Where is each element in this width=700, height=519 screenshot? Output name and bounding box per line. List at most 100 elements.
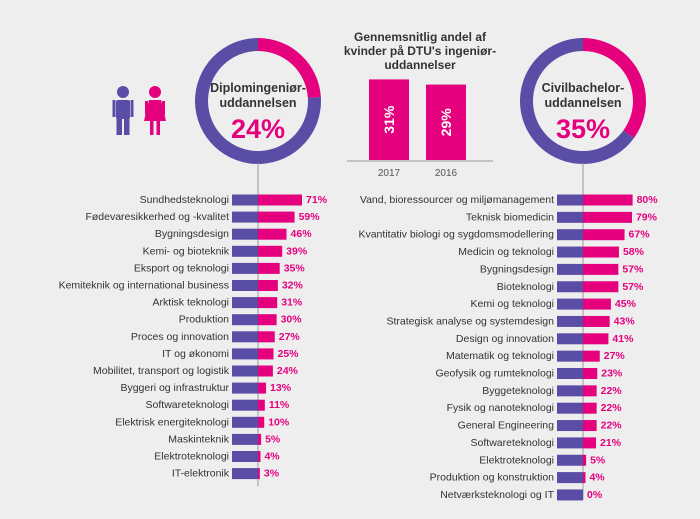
diplom-value-label: 4% bbox=[264, 451, 280, 463]
civil-bar-women bbox=[583, 263, 619, 275]
civil-value-label: 22% bbox=[601, 385, 623, 397]
diplom-bar-women bbox=[258, 331, 275, 343]
diplom-bar-men bbox=[232, 228, 258, 240]
civil-bar-women bbox=[583, 420, 597, 432]
icon-body bbox=[144, 100, 166, 121]
diplom-category-label: Elektroteknologi bbox=[154, 451, 229, 463]
center-bar-value: 31% bbox=[381, 105, 397, 134]
diplom-category-label: Byggeri og infrastruktur bbox=[120, 382, 229, 394]
diplom-category-label: Fødevaresikkerhed og -kvalitet bbox=[85, 211, 229, 223]
diplom-category-label: Kemiteknik og international business bbox=[59, 280, 229, 292]
civil-bar-men bbox=[557, 281, 583, 293]
diplom-bar-women bbox=[258, 194, 303, 206]
civil-value-label: 45% bbox=[615, 298, 637, 310]
diplom-bar-men bbox=[232, 245, 258, 257]
donut-diplom-slice-women bbox=[258, 38, 321, 98]
civil-category-label: Vand, bioressourcer og miljømanagement bbox=[360, 194, 554, 206]
diplom-bar-men bbox=[232, 211, 258, 223]
donut-civil-slice-women bbox=[583, 38, 647, 139]
civil-bar-men bbox=[557, 385, 583, 397]
civil-bar-women bbox=[583, 472, 586, 484]
civil-bar-men bbox=[557, 211, 583, 223]
civil-value-label: 67% bbox=[629, 229, 651, 241]
diplom-value-label: 39% bbox=[286, 245, 308, 257]
civil-bar-women bbox=[583, 454, 587, 466]
civil-bar-men bbox=[557, 263, 583, 275]
civil-bar-men bbox=[557, 298, 583, 310]
diplom-bar-women bbox=[258, 228, 287, 240]
civil-value-label: 21% bbox=[600, 437, 622, 449]
diplom-bar-women bbox=[258, 211, 295, 223]
center-bar-2017 bbox=[369, 79, 409, 160]
civil-bar-women bbox=[583, 402, 597, 414]
diplom-bar-women bbox=[258, 365, 273, 377]
icon-arm bbox=[112, 100, 116, 117]
civil-bar-women bbox=[583, 368, 598, 379]
diplom-category-label: Arktisk teknologi bbox=[153, 297, 229, 309]
diplom-bar-men bbox=[232, 433, 258, 445]
civil-category-label: Elektroteknologi bbox=[479, 454, 554, 466]
icon-head bbox=[149, 86, 161, 98]
civil-bar-men bbox=[557, 229, 583, 241]
icon-arm bbox=[162, 101, 165, 115]
donut-diplom-value: 24% bbox=[231, 114, 285, 144]
diplom-bar-men bbox=[232, 314, 258, 326]
diplom-bar-women bbox=[258, 399, 265, 411]
civil-category-label: Strategisk analyse og systemdesign bbox=[386, 315, 554, 327]
diplom-value-label: 24% bbox=[277, 365, 299, 377]
diplom-category-label: IT-elektronik bbox=[172, 468, 230, 480]
diplom-category-label: Mobilitet, transport og logistik bbox=[93, 365, 230, 377]
civil-bar-men bbox=[557, 333, 583, 345]
diplom-value-label: 11% bbox=[269, 399, 290, 411]
civil-category-label: Kvantitativ biologi og sygdomsmodellerin… bbox=[358, 229, 554, 241]
diplom-bar-men bbox=[232, 451, 258, 462]
diplom-category-label: Kemi- og bioteknik bbox=[143, 245, 230, 257]
diplom-bar-women bbox=[258, 451, 261, 462]
civil-bar-men bbox=[557, 420, 583, 432]
diplom-bar-men bbox=[232, 331, 258, 343]
diplom-value-label: 13% bbox=[270, 382, 292, 394]
diplom-category-label: Produktion bbox=[179, 314, 229, 326]
donut-diplom bbox=[195, 38, 321, 164]
donut-civil-value: 35% bbox=[556, 114, 610, 144]
donut-civil-label-1: Civilbachelor- bbox=[542, 81, 625, 95]
civil-bar-men bbox=[557, 315, 583, 327]
civil-category-label: Softwareteknologi bbox=[471, 437, 554, 449]
civil-value-label: 4% bbox=[589, 472, 605, 484]
diplom-bar-men bbox=[232, 280, 258, 291]
civil-value-label: 57% bbox=[622, 263, 644, 275]
civil-value-label: 27% bbox=[604, 350, 626, 362]
civil-category-label: Bygningsdesign bbox=[480, 263, 554, 275]
civil-bar-men bbox=[557, 402, 583, 414]
civil-bar-women bbox=[583, 211, 632, 223]
civil-bar-women bbox=[583, 194, 633, 206]
icon-leg bbox=[116, 118, 122, 135]
diplom-value-label: 3% bbox=[264, 468, 280, 480]
civil-value-label: 23% bbox=[601, 368, 623, 380]
civil-bar-men bbox=[557, 246, 583, 258]
diplom-category-label: IT og økonomi bbox=[162, 348, 229, 360]
diplom-bar-men bbox=[232, 262, 258, 274]
icon-head bbox=[117, 86, 129, 98]
diplom-bar-men bbox=[232, 365, 258, 377]
diplom-bar-men bbox=[232, 194, 258, 206]
diplom-bar-women bbox=[258, 382, 267, 394]
civil-category-label: Byggeteknologi bbox=[482, 385, 554, 397]
center-bar-value: 29% bbox=[438, 108, 454, 137]
diplom-value-label: 31% bbox=[281, 297, 303, 309]
diplom-category-label: Bygningsdesign bbox=[155, 228, 229, 240]
civil-bar-men bbox=[557, 437, 583, 449]
donut-diplom-label-1: Diplomingeniør- bbox=[210, 81, 306, 95]
civil-bar-women bbox=[583, 229, 625, 241]
civil-bar-women bbox=[583, 333, 609, 345]
civil-category-label: Matematik og teknologi bbox=[446, 350, 554, 362]
civil-value-label: 5% bbox=[590, 454, 606, 466]
donut-civilbachelor bbox=[520, 38, 647, 164]
diplom-category-label: Maskinteknik bbox=[168, 433, 229, 445]
civil-bar-women bbox=[583, 281, 619, 293]
civil-category-label: Bioteknologi bbox=[497, 281, 554, 293]
icon-body bbox=[116, 100, 130, 119]
civil-category-label: Produktion og konstruktion bbox=[430, 472, 554, 484]
diplom-bar-women bbox=[258, 468, 260, 480]
